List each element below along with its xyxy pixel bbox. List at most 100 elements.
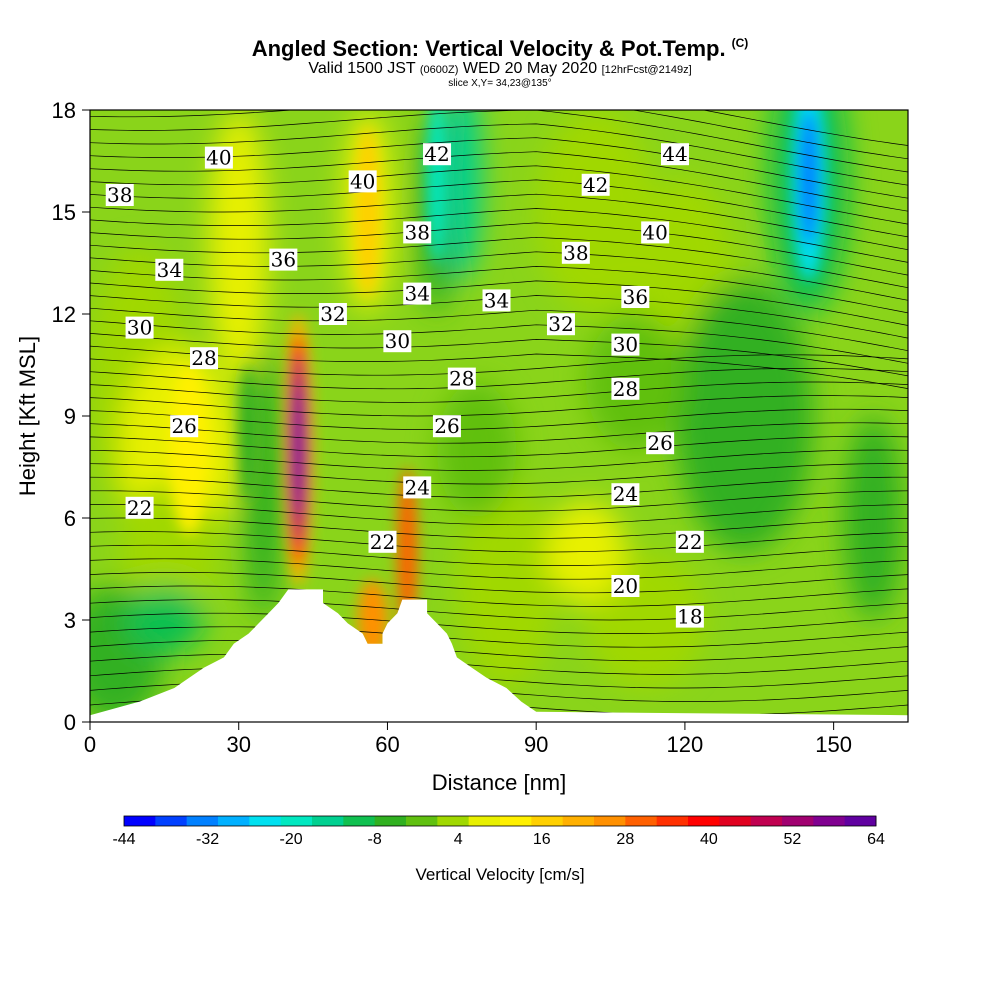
contour-label: 34 <box>155 258 184 282</box>
contour-label-text: 20 <box>613 574 638 598</box>
contour-label: 26 <box>432 414 461 438</box>
contour-label-text: 22 <box>677 530 702 554</box>
isentrope-line <box>90 436 908 458</box>
isentrope-line <box>90 151 908 212</box>
colorbar-frame <box>123 815 877 827</box>
contour-label: 20 <box>611 574 640 598</box>
contour-label-bg <box>432 415 461 438</box>
colorbar-swatch <box>594 816 626 826</box>
field-patch <box>843 416 904 620</box>
contour-label-bg <box>611 377 640 400</box>
contour-label: 30 <box>125 316 154 340</box>
contour-label: 28 <box>190 346 219 370</box>
contour-label-text: 30 <box>385 329 410 353</box>
contour-label-bg <box>447 367 476 390</box>
field-patch <box>674 280 814 552</box>
velocity-core <box>355 127 381 297</box>
colorbar-tick-label: 52 <box>784 831 802 848</box>
colorbar-tick-label: 4 <box>454 831 463 848</box>
y-tick-label: 9 <box>64 404 76 429</box>
isentrope-line <box>90 110 908 160</box>
colorbar-swatch <box>500 816 532 826</box>
isentrope-line <box>90 123 908 186</box>
colorbar-swatch <box>312 816 344 826</box>
y-tick-label: 12 <box>52 302 76 327</box>
contour-label-bg <box>611 575 640 597</box>
contour-label-text: 30 <box>127 316 152 340</box>
colorbar: -44 -32 -20 -8 4 16 28 40 52 64 Vertical Velocity … <box>112 815 885 884</box>
x-tick-label: 120 <box>667 732 704 757</box>
contour-label-bg <box>318 303 347 325</box>
contour-label-bg <box>105 184 134 206</box>
contour-label-bg <box>190 347 219 370</box>
isentrope-line <box>90 517 908 539</box>
colorbar-tick-label: 16 <box>533 831 551 848</box>
contour-label: 32 <box>318 302 347 326</box>
contour-label-text: 44 <box>662 142 687 166</box>
contour-label: 40 <box>641 220 670 244</box>
colorbar-swatch <box>468 816 501 826</box>
contour-label-bg <box>675 530 704 553</box>
chart-title: Angled Section: Vertical Velocity & Pot.… <box>0 36 1000 62</box>
contour-label-text: 34 <box>157 258 182 282</box>
isentrope-line <box>90 626 908 648</box>
colorbar-swatch <box>280 816 313 826</box>
colorbar-swatch <box>719 816 752 826</box>
contour-label-bg <box>383 330 412 353</box>
chart-title-main: Angled Section: Vertical Velocity & Pot.… <box>251 36 726 61</box>
isentrope-line <box>90 179 908 238</box>
y-tick-label: 3 <box>64 608 76 633</box>
contour-label-text: 26 <box>434 414 459 438</box>
colorbar-tick-label: -44 <box>112 831 135 848</box>
contour-label-bg <box>581 173 610 196</box>
colorbar-swatch <box>155 816 188 826</box>
field-patch <box>441 110 482 280</box>
isentrope-line <box>90 463 908 485</box>
isentrope-line <box>90 266 908 314</box>
isentrope-line <box>90 368 908 390</box>
contour-label-bg <box>170 415 199 438</box>
isentrope-line <box>90 320 908 364</box>
contour-label-bg <box>204 146 233 169</box>
contour-label: 38 <box>403 220 432 244</box>
contour-label: 36 <box>621 285 650 309</box>
contour-label-bg <box>423 143 452 166</box>
colorbar-tick-label: 28 <box>616 831 634 848</box>
colorbar-swatch <box>656 816 689 826</box>
contour-label-text: 40 <box>350 169 375 193</box>
contour-label-bg <box>403 282 432 305</box>
contour-label-text: 28 <box>191 346 216 370</box>
colorbar-swatch <box>124 816 156 826</box>
contour-label-bg <box>125 316 154 339</box>
isentrope-line <box>90 381 908 403</box>
contour-label: 18 <box>675 605 704 629</box>
contour-label-text: 34 <box>484 288 509 312</box>
y-tick-label: 18 <box>52 98 76 123</box>
contour-label: 24 <box>611 482 640 506</box>
terrain-profile <box>90 589 908 722</box>
colorbar-swatch <box>782 816 814 826</box>
contour-label-text: 42 <box>424 142 449 166</box>
contour-label-bg <box>348 170 377 193</box>
contour-label-text: 32 <box>548 312 573 336</box>
contour-label-bg <box>546 313 575 336</box>
contour-label-bg <box>482 289 511 312</box>
valid-prefix: Valid 1500 JST <box>308 60 416 77</box>
colorbar-swatch <box>688 816 720 826</box>
y-tick-label: 6 <box>64 506 76 531</box>
isentrope-line <box>90 110 908 173</box>
isentrope-line <box>90 280 908 326</box>
contour-label-text: 22 <box>370 530 395 554</box>
contour-label-text: 18 <box>677 605 702 629</box>
colorbar-tick-label: -20 <box>280 831 303 848</box>
isentrope-line <box>90 504 908 526</box>
contour-label-text: 38 <box>404 220 429 244</box>
contour-label: 26 <box>646 431 675 455</box>
contour-label: 26 <box>170 414 199 438</box>
contour-label-bg <box>561 241 590 264</box>
isentrope-line <box>90 544 908 566</box>
contour-label-text: 24 <box>404 475 429 499</box>
x-tick-label: 90 <box>524 732 548 757</box>
contour-label: 22 <box>368 530 397 554</box>
